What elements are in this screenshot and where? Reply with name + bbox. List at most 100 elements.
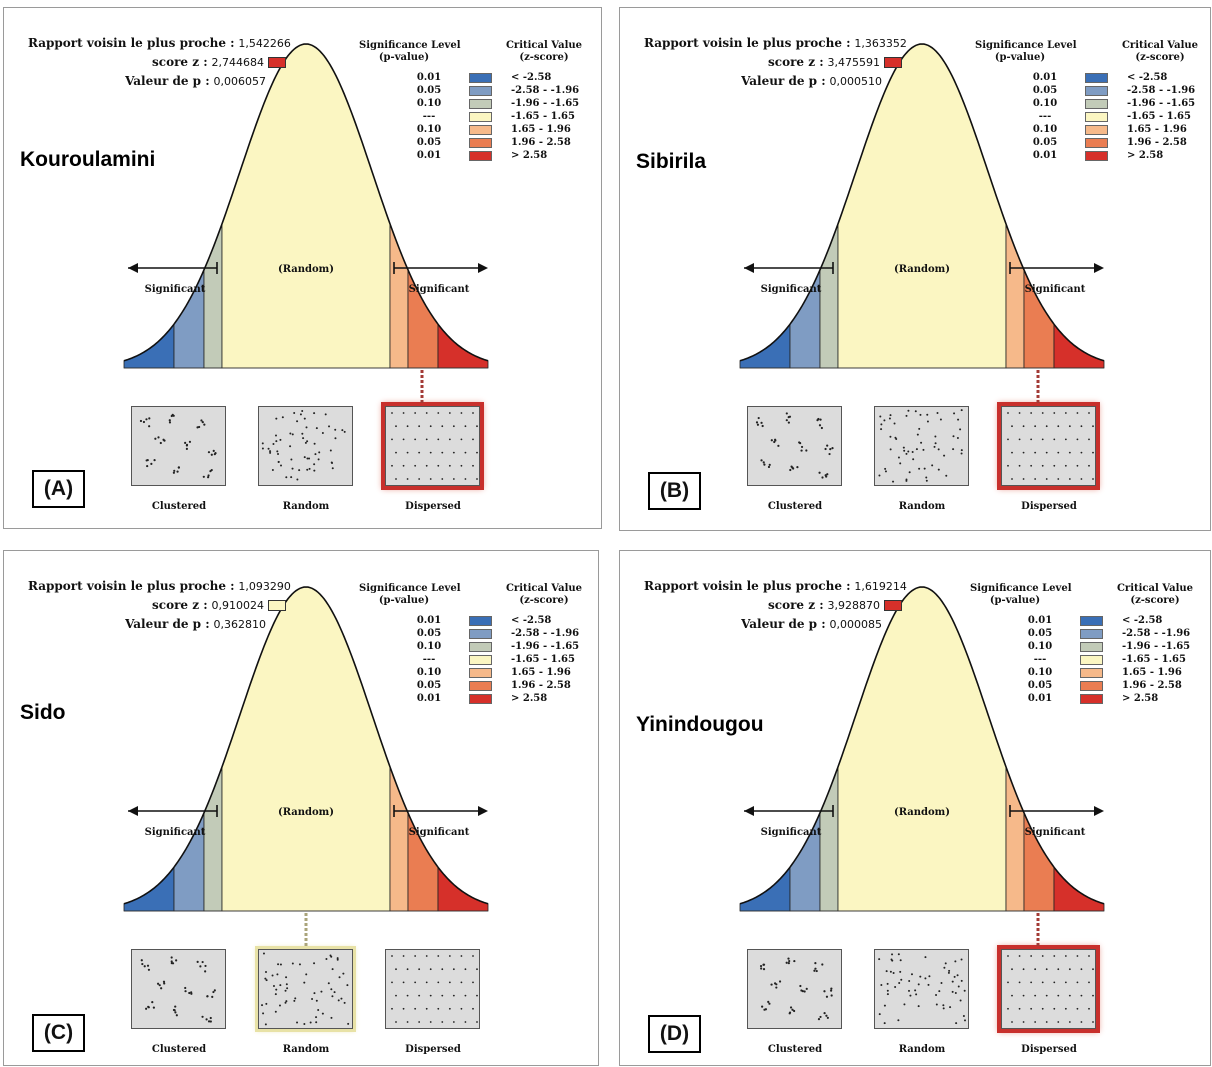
legend-row: 0.05 1.96 - 2.58 [409, 679, 598, 692]
clustered-pattern-dots [759, 957, 833, 1021]
legend-row: 0.01 > 2.58 [1025, 149, 1210, 162]
significant-left-label: Significant [144, 827, 206, 838]
curve-outline [123, 43, 489, 362]
stats-block: Rapport voisin le plus proche : 1,363352… [644, 34, 907, 91]
legend-swatch [1080, 616, 1103, 626]
thumbnail-caption-dispersed: Dispersed [405, 1044, 461, 1055]
legend-swatch [1085, 125, 1108, 135]
stat-ratio-value: 1,542266 [238, 37, 291, 50]
legend-range: 1.65 - 1.96 [1122, 667, 1182, 678]
legend-header-crit-line1: Critical Value [1116, 583, 1194, 594]
legend-p-value: 0.05 [416, 137, 442, 148]
thumbnail-dispersed [381, 402, 484, 490]
thumbnail-caption-random: Random [898, 501, 946, 512]
stat-z-row: score z : 2,744684 [28, 53, 290, 72]
significant-right-label: Significant [1024, 827, 1086, 838]
legend-swatch [469, 616, 492, 626]
random-pattern-dots [878, 409, 963, 483]
normal-curve-graphic [123, 586, 489, 1026]
legend-header-crit-line1: Critical Value [505, 40, 583, 51]
legend-row: 0.01 < -2.58 [1020, 614, 1210, 627]
legend-row: 0.10 1.65 - 1.96 [1025, 123, 1210, 136]
legend-header-significance: Significance Level (p-value) [359, 40, 461, 64]
legend-header-significance: Significance Level (p-value) [359, 583, 461, 607]
legend-range: > 2.58 [511, 693, 548, 704]
legend-range: 1.65 - 1.96 [1127, 124, 1187, 135]
legend-header-significance: Significance Level (p-value) [970, 583, 1072, 607]
stat-ratio-label: Rapport voisin le plus proche : [644, 579, 851, 593]
panel-c: Clustered Random Dispersed (Random) Signific… [3, 550, 599, 1066]
legend-p-value: 0.05 [416, 85, 442, 96]
legend-row: 0.01 < -2.58 [409, 614, 598, 627]
site-name: Kouroulamini [20, 148, 156, 171]
legend-row: --- -1.65 - 1.65 [409, 110, 601, 123]
legend-p-value: 0.05 [1027, 680, 1053, 691]
legend-header-crit-line2: (z-score) [1130, 595, 1180, 606]
normal-curve-graphic [123, 43, 489, 481]
legend-range: < -2.58 [1122, 615, 1163, 626]
curve-segment-0 [739, 323, 791, 369]
panel-d: Clustered Random Dispersed (Random) Signific… [619, 550, 1211, 1066]
legend-row: 0.05 -2.58 - -1.96 [1020, 627, 1210, 640]
stat-z-row: score z : 3,928870 [644, 596, 906, 615]
legend-header-sig-line2: (p-value) [378, 52, 430, 63]
curve-segment-0 [123, 323, 175, 369]
legend-row: --- -1.65 - 1.65 [1025, 110, 1210, 123]
legend-row: 0.10 -1.96 - -1.65 [409, 97, 601, 110]
stat-ratio-value: 1,093290 [238, 580, 291, 593]
stat-p-label: Valeur de p : [741, 74, 826, 88]
legend-range: -1.65 - 1.65 [511, 111, 575, 122]
significant-left-label: Significant [760, 827, 822, 838]
legend-header-critical: Critical Value (z-score) [504, 40, 584, 64]
legend-range: -1.96 - -1.65 [511, 641, 580, 652]
legend-range: -1.96 - -1.65 [1127, 98, 1196, 109]
thumbnail-dispersed [997, 945, 1100, 1033]
legend-header-critical: Critical Value (z-score) [1120, 40, 1200, 64]
legend-row: 0.05 -2.58 - -1.96 [409, 84, 601, 97]
legend-row: 0.01 < -2.58 [409, 71, 601, 84]
panel-letter-label: (C) [32, 1014, 85, 1052]
legend-p-value: --- [422, 111, 436, 122]
legend-header-significance: Significance Level (p-value) [975, 40, 1077, 64]
legend-swatch [469, 125, 492, 135]
significance-legend: Significance Level (p-value) Critical Valu… [970, 583, 1200, 723]
legend-header-sig-line1: Significance Level [359, 40, 461, 51]
curve-segment-4 [1005, 223, 1025, 369]
curve-segment-0 [739, 866, 791, 912]
legend-p-value: 0.10 [1027, 641, 1053, 652]
stat-z-row: score z : 0,910024 [28, 596, 290, 615]
legend-row: --- -1.65 - 1.65 [1020, 653, 1210, 666]
right-arrow-head [478, 806, 488, 816]
legend-header-critical: Critical Value (z-score) [1115, 583, 1195, 607]
curve-segment-6 [1053, 866, 1105, 912]
legend-range: 1.65 - 1.96 [511, 124, 571, 135]
clustered-pattern-dots [139, 413, 217, 479]
legend-swatch [1085, 151, 1108, 161]
significant-right-label: Significant [408, 827, 470, 838]
legend-swatch [1085, 73, 1108, 83]
stat-ratio-row: Rapport voisin le plus proche : 1,619214 [644, 577, 907, 596]
significant-left-label: Significant [144, 284, 206, 295]
thumbnail-caption-dispersed: Dispersed [405, 501, 461, 512]
legend-swatch [1080, 681, 1103, 691]
legend-swatch [469, 99, 492, 109]
stats-block: Rapport voisin le plus proche : 1,093290… [28, 577, 291, 634]
thumbnail-caption-random: Random [282, 1044, 330, 1055]
curve-segment-6 [437, 323, 489, 369]
legend-header-crit-line1: Critical Value [505, 583, 583, 594]
legend-swatch [1080, 655, 1103, 665]
left-arrow-head [128, 263, 138, 273]
legend-p-value: 0.01 [1027, 615, 1053, 626]
legend-swatch [469, 681, 492, 691]
stat-p-label: Valeur de p : [125, 74, 210, 88]
random-pattern-dots [261, 409, 346, 481]
legend-row: 0.01 > 2.58 [409, 149, 601, 162]
legend-range: < -2.58 [511, 72, 552, 83]
legend-p-value: 0.10 [416, 98, 442, 109]
legend-p-value: --- [1033, 654, 1047, 665]
legend-p-value: 0.05 [1027, 628, 1053, 639]
legend-range: 1.96 - 2.58 [1127, 137, 1187, 148]
dispersed-pattern-dots [1007, 955, 1094, 1023]
panel-letter-label: (B) [648, 472, 701, 510]
legend-row: 0.01 > 2.58 [409, 692, 598, 705]
